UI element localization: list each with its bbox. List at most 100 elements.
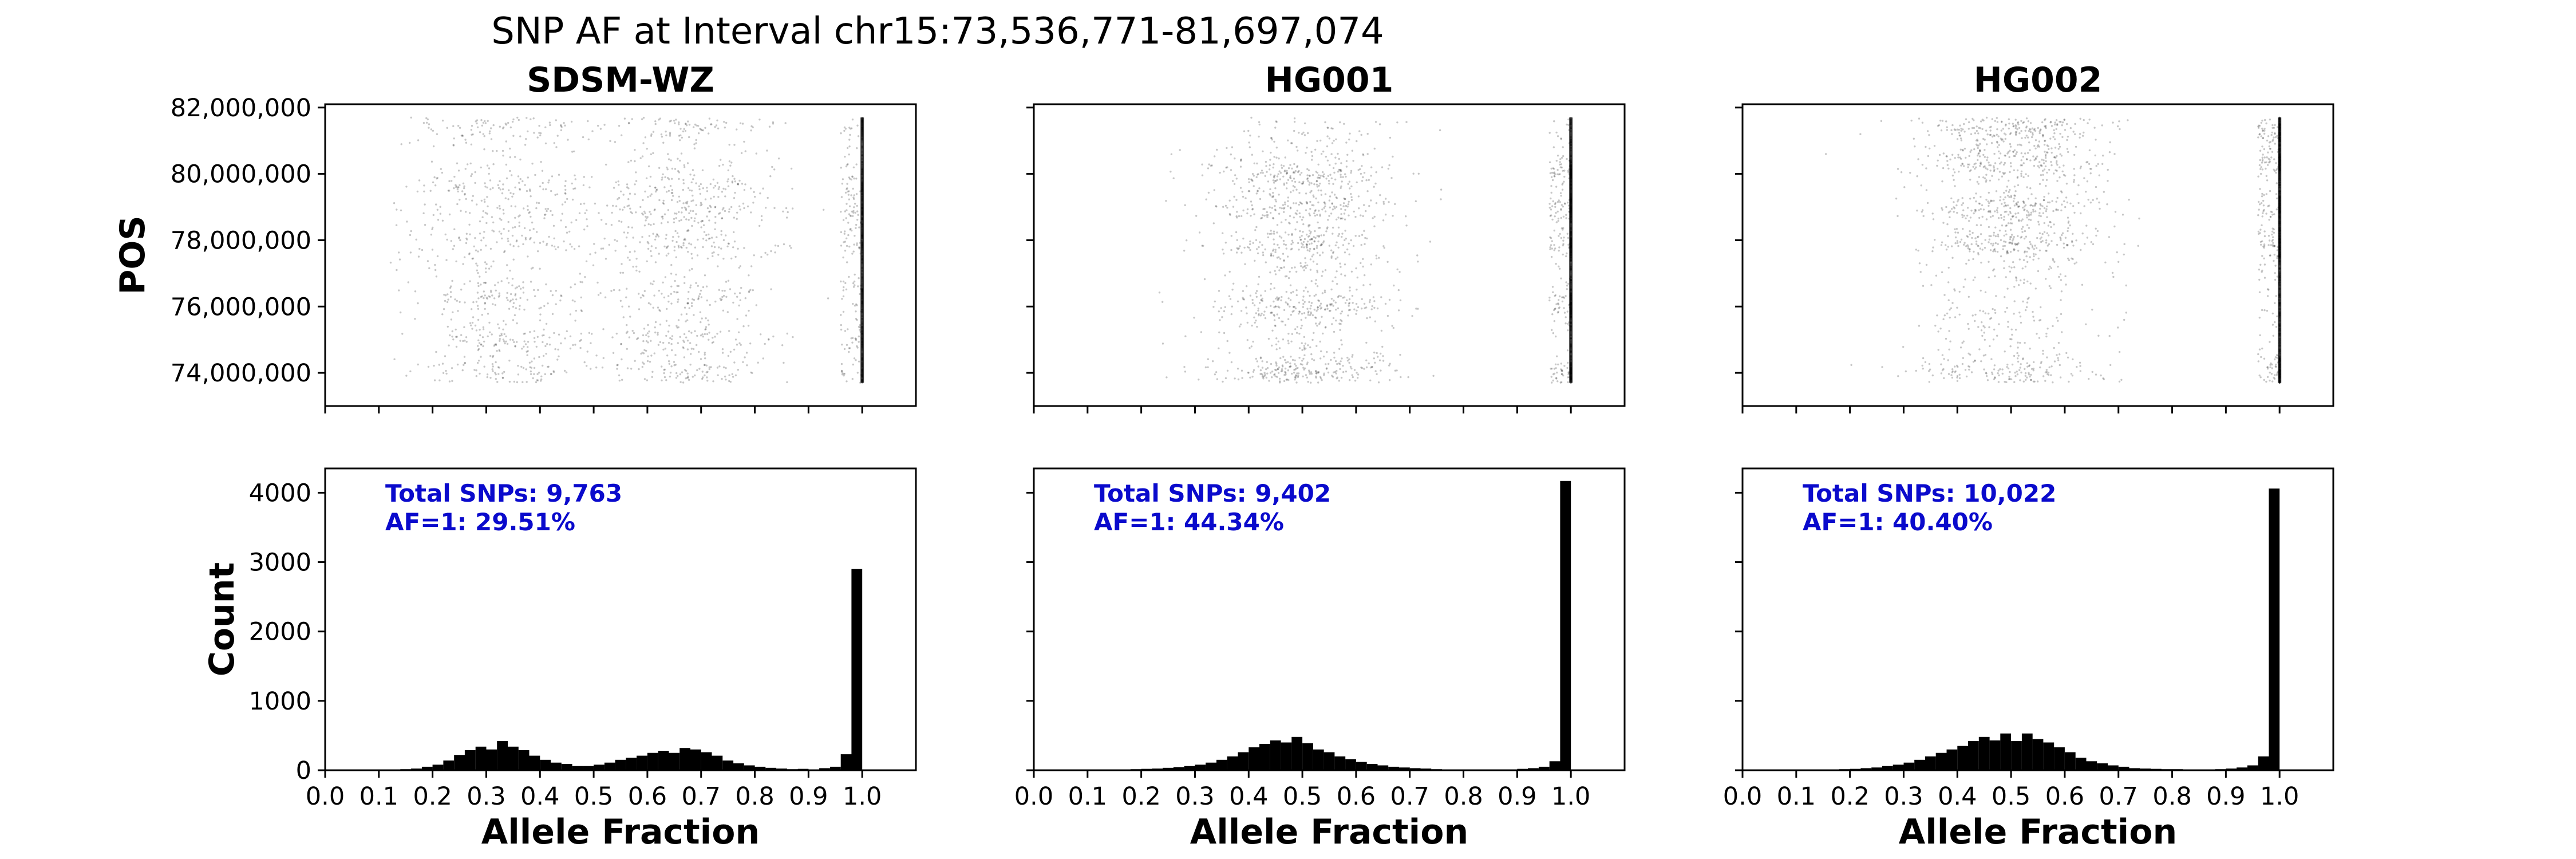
scatter-sdsm-wz-point [683, 206, 686, 208]
scatter-sdsm-wz-point [520, 365, 523, 368]
scatter-hg001-point [1303, 238, 1306, 241]
scatter-sdsm-wz-point [611, 211, 613, 214]
scatter-sdsm-wz-point [499, 125, 501, 128]
scatter-sdsm-wz-point [663, 245, 666, 248]
scatter-sdsm-wz-point [700, 183, 702, 186]
scatter-sdsm-wz-point [729, 288, 732, 290]
scatter-hg001-point [1330, 288, 1333, 291]
scatter-sdsm-wz-point [783, 243, 785, 246]
scatter-hg001-point [1319, 227, 1321, 229]
scatter-sdsm-wz-point [858, 226, 860, 228]
scatter-sdsm-wz-point [848, 347, 850, 349]
scatter-sdsm-wz-point [485, 263, 488, 265]
scatter-hg001-point [1308, 369, 1310, 372]
scatter-hg001-point [1553, 229, 1555, 232]
scatter-hg001-point [1286, 187, 1288, 190]
scatter-sdsm-wz-point [769, 175, 772, 178]
scatter-sdsm-wz-point [492, 260, 495, 263]
scatter-hg001-point [1564, 295, 1567, 297]
scatter-sdsm-wz-point [563, 240, 565, 243]
scatter-hg001-point [1273, 373, 1275, 376]
scatter-hg001-point [1304, 342, 1307, 345]
scatter-hg001-point [1239, 187, 1242, 189]
scatter-hg001-point [1554, 308, 1556, 310]
scatter-hg001-point [1321, 243, 1323, 246]
scatter-hg001-point [1558, 295, 1561, 298]
scatter-hg001-point [1362, 154, 1365, 156]
scatter-hg001-point [1553, 372, 1556, 375]
scatter-sdsm-wz-point [454, 298, 456, 301]
scatter-sdsm-wz-point [502, 338, 504, 341]
scatter-sdsm-wz-point [593, 243, 595, 245]
scatter-hg001-point [1318, 176, 1320, 179]
scatter-hg001-point [1386, 261, 1389, 263]
scatter-sdsm-wz-point [480, 283, 482, 286]
scatter-hg001-point [1562, 375, 1564, 377]
scatter-sdsm-wz-point [662, 202, 665, 204]
scatter-sdsm-wz-point [667, 301, 670, 303]
scatter-sdsm-wz-point [858, 277, 860, 279]
scatter-sdsm-wz-point [673, 218, 675, 220]
scatter-hg001-point [1272, 179, 1275, 182]
scatter-hg001-point [1235, 251, 1238, 254]
scatter-sdsm-wz-point [686, 200, 689, 203]
scatter-sdsm-wz-point [729, 381, 732, 383]
scatter-sdsm-wz-point [444, 294, 447, 297]
scatter-sdsm-wz-point [507, 230, 510, 232]
scatter-sdsm-wz-point [662, 141, 665, 144]
scatter-sdsm-wz-point [547, 208, 550, 210]
scatter-sdsm-wz-point [721, 208, 724, 211]
scatter-sdsm-wz-point [721, 298, 723, 301]
scatter-sdsm-wz-point [512, 226, 514, 229]
scatter-sdsm-wz-point [505, 140, 507, 143]
scatter-sdsm-wz-point [509, 192, 512, 194]
scatter-hg001-point [1255, 192, 1258, 195]
scatter-sdsm-wz-point [628, 336, 631, 338]
scatter-sdsm-wz-point [591, 130, 594, 132]
scatter-hg001-point [1253, 304, 1256, 306]
scatter-hg001-point [1315, 375, 1317, 378]
scatter-hg001-point [1323, 374, 1325, 376]
scatter-sdsm-wz-point [627, 305, 630, 308]
scatter-sdsm-wz-point [470, 175, 472, 178]
scatter-hg001-point [1552, 332, 1555, 334]
scatter-hg001-point [1348, 138, 1350, 141]
scatter-hg001-point [1339, 363, 1341, 365]
scatter-hg001-point [1256, 325, 1258, 328]
scatter-hg001-point [1348, 253, 1350, 255]
scatter-sdsm-wz-point [845, 288, 848, 291]
scatter-sdsm-wz-point [453, 175, 456, 178]
scatter-sdsm-wz-point [630, 211, 632, 214]
scatter-hg001-point [1308, 301, 1310, 304]
scatter-hg001-point [1257, 252, 1259, 255]
scatter-sdsm-wz-point [785, 207, 788, 210]
scatter-sdsm-wz-point [540, 380, 542, 382]
scatter-sdsm-wz-point [516, 322, 518, 325]
scatter-sdsm-wz-point [536, 379, 538, 381]
scatter-sdsm-wz-point [451, 279, 453, 282]
scatter-sdsm-wz-point [685, 313, 688, 316]
scatter-sdsm-wz-point [714, 222, 717, 224]
scatter-sdsm-wz-point [662, 281, 664, 283]
scatter-hg001-point [1273, 163, 1275, 166]
scatter-sdsm-wz-point [682, 179, 685, 181]
scatter-sdsm-wz-point [658, 199, 661, 202]
scatter-sdsm-wz-point [505, 297, 508, 299]
scatter-hg001-point [1329, 195, 1332, 198]
scatter-sdsm-wz-point [840, 167, 842, 169]
scatter-hg001-point [1392, 326, 1394, 329]
scatter-sdsm-wz-point [470, 129, 473, 131]
scatter-hg001-point [1295, 294, 1298, 297]
scatter-sdsm-wz-point [716, 367, 719, 369]
scatter-hg001-point [1295, 367, 1298, 369]
scatter-hg001-point [1226, 147, 1228, 149]
scatter-hg001-point [1295, 213, 1298, 215]
scatter-hg001-point [1253, 162, 1255, 164]
scatter-sdsm-wz-point [410, 230, 412, 233]
scatter-sdsm-wz-point [504, 123, 507, 125]
scatter-sdsm-wz-point [718, 246, 720, 249]
scatter-hg001-point [1341, 357, 1343, 360]
scatter-sdsm-wz-point [486, 373, 489, 376]
scatter-sdsm-wz-point [612, 204, 614, 207]
scatter-sdsm-wz-point [461, 135, 464, 137]
